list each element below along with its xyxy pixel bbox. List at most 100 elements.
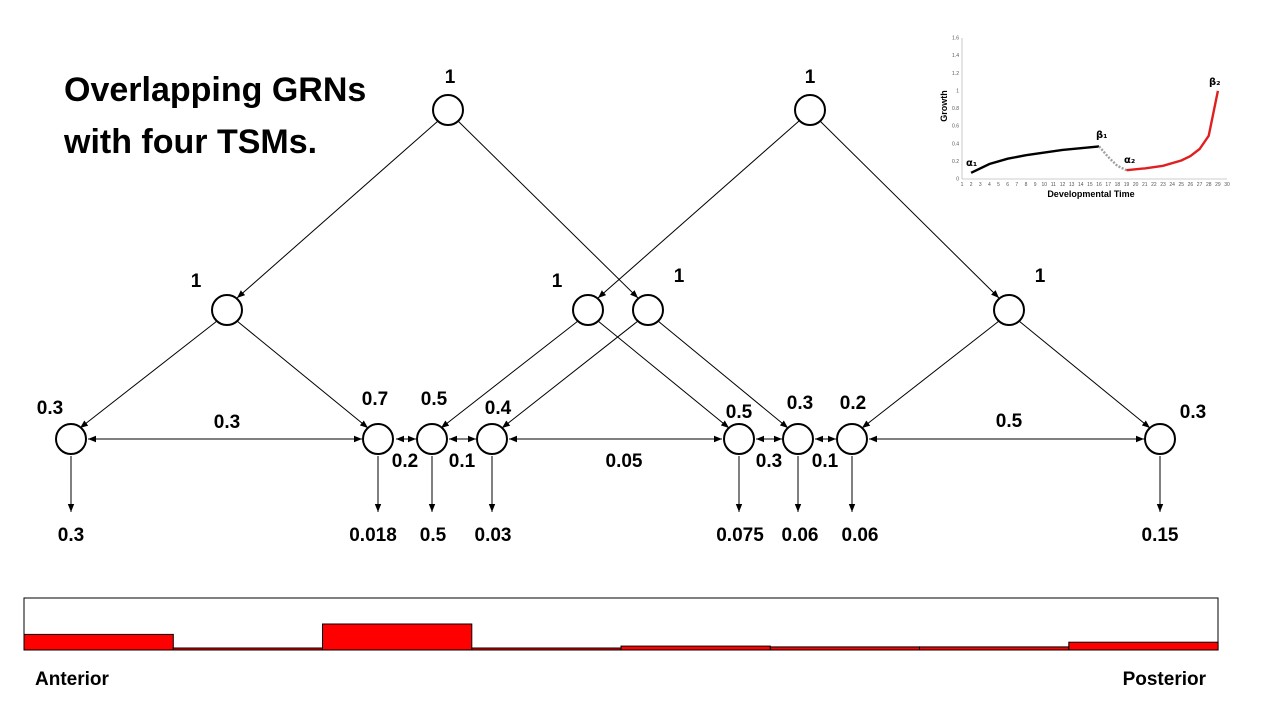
axis-bar-segment — [919, 646, 1070, 651]
coupling-label-5-6: 0.3 — [756, 451, 782, 472]
output-label-4: 0.03 — [475, 525, 512, 546]
node-leaf-3 — [416, 423, 448, 455]
inset-x-tick-label: 21 — [1142, 182, 1148, 188]
coupling-label-4-5: 0.05 — [606, 451, 643, 472]
edge-mid-2-to-leaf-5 — [597, 320, 730, 429]
inset-y-tick-label: 0.2 — [952, 159, 959, 165]
inset-x-tick-label: 25 — [1179, 182, 1185, 188]
edge-mid-3-to-leaf-6 — [657, 320, 789, 429]
inset-y-tick-label: 0.6 — [952, 124, 959, 130]
coupling-label-1-2: 0.3 — [214, 412, 240, 433]
gene-nodes — [55, 94, 1176, 455]
annotation-beta-1: β₁ — [1096, 130, 1108, 141]
label-leaf-1: 0.3 — [37, 398, 63, 419]
label-mid-1: 1 — [191, 271, 202, 292]
output-label-2: 0.018 — [349, 525, 397, 546]
inset-x-tick-label: 4 — [988, 182, 991, 188]
inset-y-tick-label: 1.2 — [952, 71, 959, 77]
inset-x-tick-label: 14 — [1078, 182, 1084, 188]
inset-x-tick-label: 5 — [997, 182, 1000, 188]
inset-x-tick-label: 10 — [1041, 182, 1047, 188]
inset-x-tick-label: 12 — [1060, 182, 1066, 188]
label-mid-3: 1 — [674, 266, 685, 287]
growth-inset-chart: 00.20.40.60.811.21.41.61 2 3 4 5 6 7 8 9 10 11 12 13… — [928, 30, 1232, 204]
inset-x-tick-label: 15 — [1087, 182, 1093, 188]
label-leaf-4: 0.4 — [485, 398, 512, 419]
inset-x-tick-label: 1 — [961, 182, 964, 188]
node-labels: 1 1 1 1 1 1 0.3 0.7 0.5 0.4 0.5 0.3 0.2 … — [37, 67, 1206, 423]
label-leaf-3: 0.5 — [421, 389, 448, 410]
axis-bar-segment — [769, 646, 921, 651]
node-leaf-7 — [836, 423, 868, 455]
edge-mid-3-to-leaf-4 — [501, 320, 639, 429]
annotation-alpha-2: α₂ — [1124, 155, 1135, 166]
edge-top-right-to-mid-4 — [819, 120, 1000, 299]
output-label-1: 0.3 — [58, 525, 84, 546]
axis-bar-segment — [620, 645, 771, 651]
output-label-8: 0.15 — [1142, 525, 1179, 546]
coupling-label-6-7: 0.1 — [812, 451, 839, 472]
output-label-7: 0.06 — [842, 525, 879, 546]
inset-y-tick-label: 1.6 — [952, 36, 959, 42]
inset-x-tick-label: 19 — [1124, 182, 1130, 188]
label-top-right: 1 — [805, 67, 816, 88]
coupling-label-2-3: 0.2 — [392, 451, 418, 472]
output-label-6: 0.06 — [782, 525, 819, 546]
node-leaf-6 — [782, 423, 814, 455]
title-line-2: with four TSMs. — [64, 123, 318, 161]
node-mid-1 — [211, 294, 243, 326]
annotation-beta-2: β₂ — [1209, 77, 1221, 88]
output-label-5: 0.075 — [716, 525, 764, 546]
node-top-left — [432, 94, 464, 126]
node-leaf-8 — [1144, 423, 1176, 455]
inset-x-tick-label: 8 — [1025, 182, 1028, 188]
inset-x-tick-label: 9 — [1034, 182, 1037, 188]
node-leaf-1 — [55, 423, 87, 455]
edge-top-right-to-mid-2 — [597, 120, 800, 299]
output-labels: 0.3 0.018 0.5 0.03 0.075 0.06 0.06 0.15 — [58, 525, 1179, 546]
axis-bar-segment — [23, 633, 174, 651]
inset-y-tick-label: 0 — [956, 177, 959, 183]
inset-ticks: 00.20.40.60.811.21.41.61 2 3 4 5 6 7 8 9 10 11 12 13… — [952, 36, 1230, 189]
anterior-label: Anterior — [35, 669, 110, 690]
inset-x-tick-label: 16 — [1096, 182, 1102, 188]
inset-background — [928, 30, 1232, 204]
inset-x-tick-label: 13 — [1069, 182, 1075, 188]
output-label-3: 0.5 — [420, 525, 447, 546]
axis-bar-frame — [23, 597, 1219, 651]
label-leaf-8: 0.3 — [1180, 402, 1206, 423]
inset-y-label: Growth — [939, 90, 949, 122]
inset-x-tick-label: 30 — [1224, 182, 1230, 188]
title-line-1: Overlapping GRNs — [64, 71, 367, 109]
inset-y-tick-label: 0.4 — [952, 141, 959, 147]
axis-bar-segment — [172, 647, 324, 651]
inset-x-tick-label: 29 — [1215, 182, 1221, 188]
node-leaf-5 — [723, 423, 755, 455]
edge-top-left-to-mid-1 — [236, 120, 439, 299]
label-top-left: 1 — [445, 67, 456, 88]
inset-x-tick-label: 11 — [1051, 182, 1056, 188]
inset-x-tick-label: 7 — [1015, 182, 1018, 188]
posterior-label: Posterior — [1123, 669, 1207, 690]
axis-bar-segment — [471, 647, 622, 651]
edge-mid-1-to-leaf-2 — [236, 320, 369, 429]
growth-series-phase-2 — [1126, 90, 1220, 172]
edge-mid-1-to-leaf-1 — [79, 320, 218, 429]
node-top-right — [794, 94, 826, 126]
node-mid-3 — [632, 294, 664, 326]
anterior-posterior-axis: Anterior Posterior — [23, 597, 1219, 690]
label-mid-2: 1 — [552, 271, 563, 292]
edge-top-left-to-mid-3 — [457, 120, 639, 299]
coupling-label-3-4: 0.1 — [449, 451, 476, 472]
inset-x-tick-label: 3 — [979, 182, 982, 188]
inset-x-tick-label: 24 — [1169, 182, 1175, 188]
coupling-labels: 0.3 0.2 0.1 0.05 0.3 0.1 0.5 — [214, 411, 1023, 472]
axis-bar-segments — [23, 623, 1219, 651]
regulatory-edges — [79, 120, 1151, 429]
coupling-label-7-8: 0.5 — [996, 411, 1023, 432]
node-leaf-4 — [476, 423, 508, 455]
inset-x-label: Developmental Time — [1047, 189, 1134, 199]
axis-bar-segment — [1068, 641, 1219, 651]
label-leaf-5: 0.5 — [726, 402, 753, 423]
